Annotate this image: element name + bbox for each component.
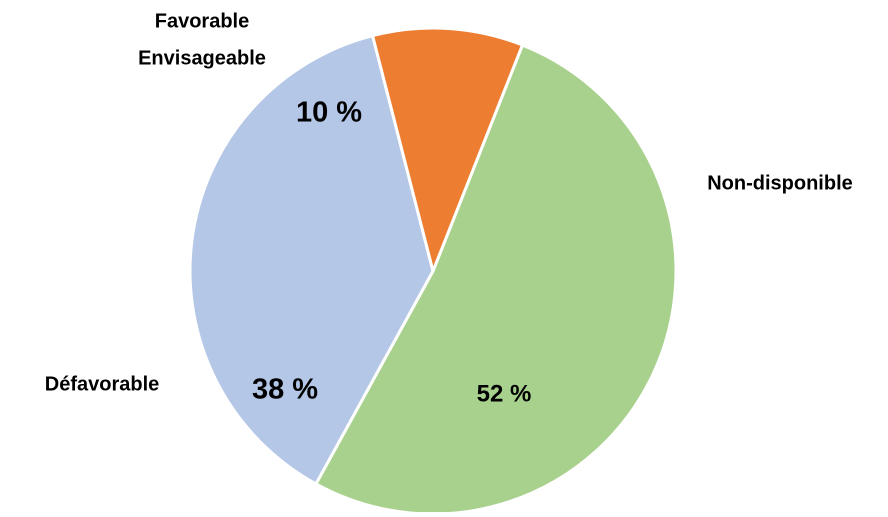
category-label-non-disponible: Non-disponible — [707, 172, 853, 194]
value-label-non-disponible: 52 % — [477, 380, 532, 407]
category-label-line: Non-disponible — [707, 172, 853, 194]
value-label-favorable-envisageable: 10 % — [296, 97, 362, 129]
category-label-favorable-envisageable: Favorable Envisageable — [138, 10, 266, 69]
slices-layer — [188, 26, 678, 516]
pie-slice-favorable-envisageable — [371, 26, 524, 273]
value-label-defavorable: 38 % — [252, 374, 318, 406]
labels-layer: 52 % Non-disponible 38 % Défavorable 10 % Fav… — [45, 10, 853, 407]
category-label-line: Favorable — [155, 10, 249, 32]
pie-slice-defavorable — [188, 34, 435, 486]
category-label-defavorable: Défavorable — [45, 373, 160, 395]
category-label-line: Défavorable — [45, 373, 160, 395]
category-label-line: Envisageable — [138, 47, 266, 69]
